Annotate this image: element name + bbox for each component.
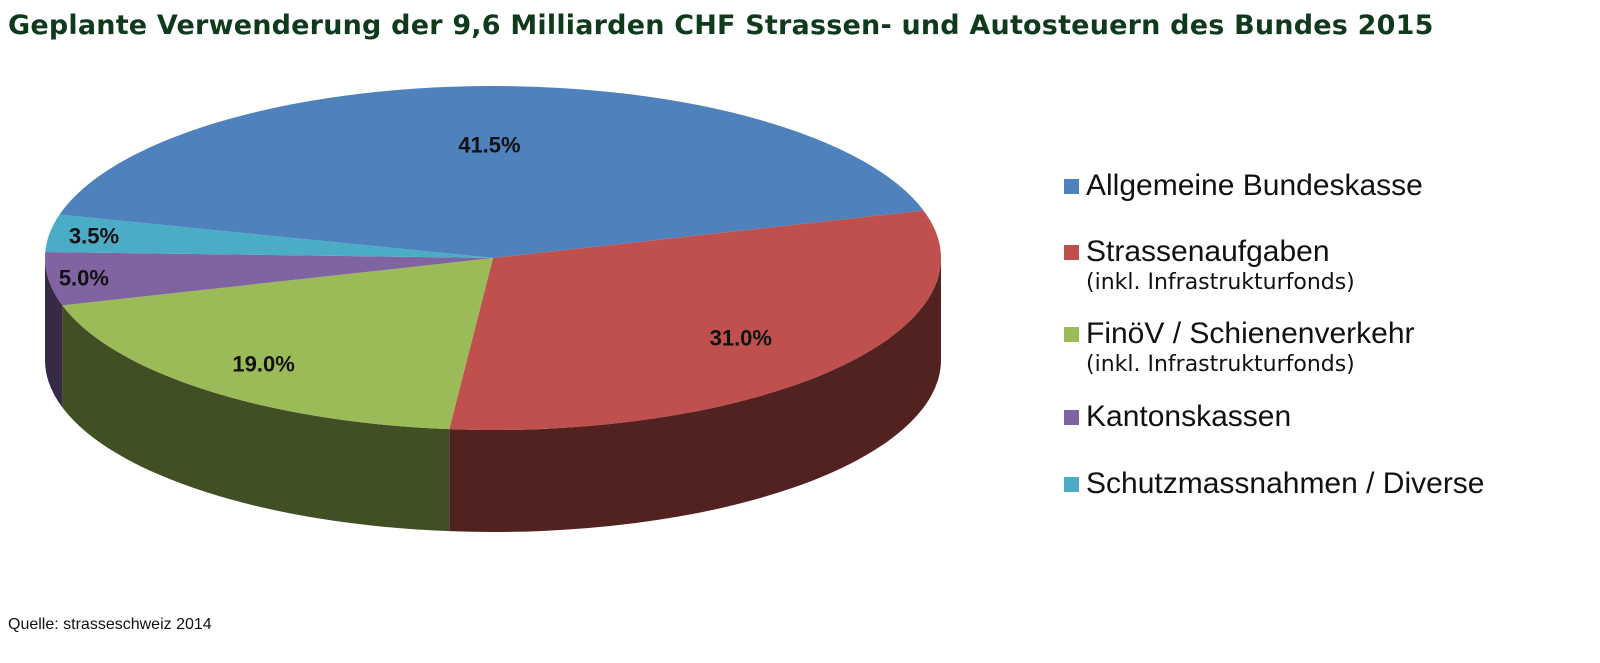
legend-swatch [1064,245,1079,260]
pie-data-labels: 41.5% 31.0% 19.0% 5.0% 3.5% [59,133,772,377]
source-note: Quelle: strasseschweiz 2014 [8,616,212,633]
legend-swatch [1064,477,1079,492]
pie-slice-0 [59,85,924,258]
legend-label: Strassenaufgaben [1086,235,1330,268]
legend-sublabel: (inkl. Infrastrukturfonds) [1086,270,1355,295]
data-label-1: 31.0% [710,325,772,350]
legend-label: Schutzmassnahmen / Diverse [1086,467,1485,500]
pie-slice-4 [45,214,494,258]
pie-slices [44,85,942,431]
data-label-0: 41.5% [458,133,520,158]
legend-sublabel: (inkl. Infrastrukturfonds) [1086,352,1355,377]
data-label-4: 3.5% [69,224,119,249]
legend-label: Allgemeine Bundeskasse [1086,169,1423,202]
legend-label: FinöV / Schienenverkehr [1086,317,1415,350]
legend-swatch [1064,410,1079,425]
pie-side-2 [62,305,450,532]
data-label-2: 19.0% [232,352,294,377]
legend-swatch [1064,179,1079,194]
data-label-3: 5.0% [59,265,109,290]
pie-side-3 [45,258,63,408]
pie-chart: 41.5% 31.0% 19.0% 5.0% 3.5% [44,85,942,533]
legend-label: Kantonskassen [1086,400,1292,433]
chart-title: Geplante Verwenderung der 9,6 Milliarden… [8,10,1434,41]
pie-slice-3 [44,252,493,306]
pie-slice-1 [449,210,942,431]
pie-slice-2 [62,258,493,430]
pie-side-1 [449,258,941,533]
legend-swatch [1064,327,1079,342]
pie-side-walls [45,258,941,533]
